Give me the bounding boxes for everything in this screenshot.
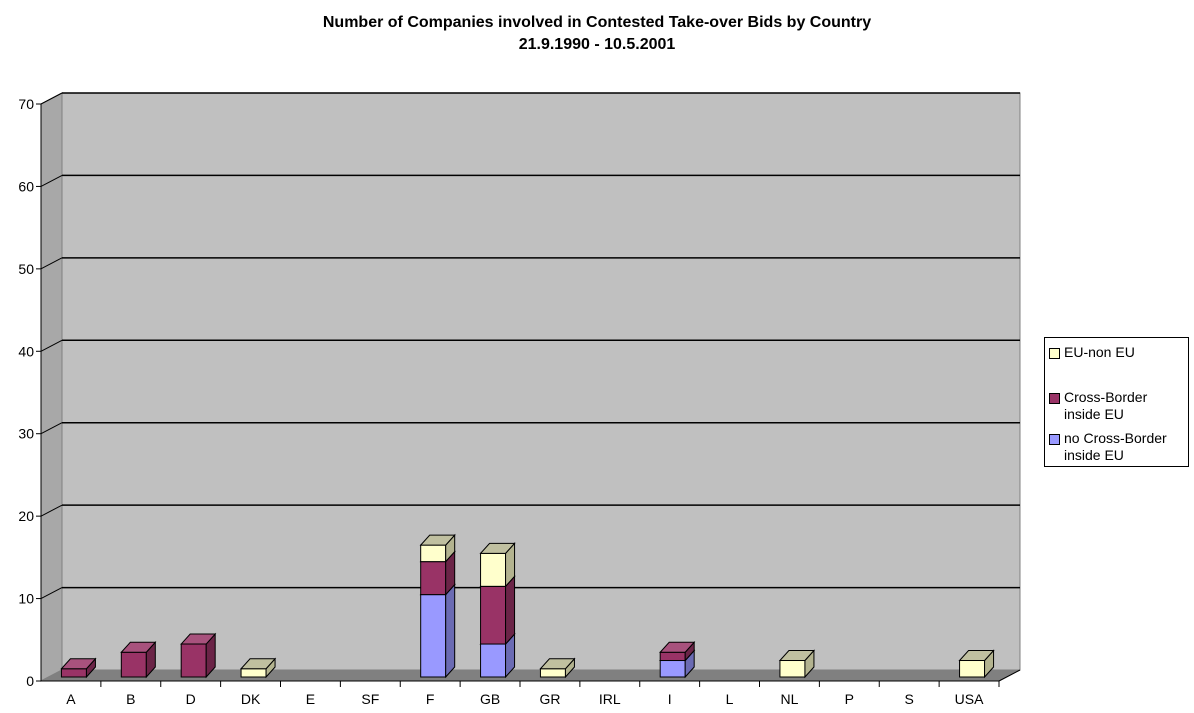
bar-segment: [479, 542, 516, 588]
bar-front: [420, 544, 447, 563]
y-tick-label: 20: [18, 508, 34, 524]
bars: [60, 533, 995, 679]
x-tick-label: NL: [780, 691, 798, 707]
bar-front: [420, 594, 447, 678]
bar-side: [505, 575, 516, 646]
bar-top: [239, 658, 277, 670]
tick-labels: 0 10 20 30 40 50 60 70 A B D DK E SF F GB GR IRL I L NL P S USA: [18, 96, 984, 707]
back-wall: [61, 92, 1021, 671]
bar-front: [779, 660, 806, 678]
y-tick-label: 50: [18, 261, 34, 277]
x-axis-depth: [998, 669, 1021, 682]
legend: EU-non EU Cross-Border inside EU no Cros…: [1044, 337, 1189, 467]
bar-top: [539, 658, 576, 670]
bar-front: [420, 561, 447, 596]
bar-front: [659, 651, 686, 662]
x-tick-label: A: [66, 691, 76, 707]
y-tick-label: 0: [26, 673, 34, 689]
chart-subtitle: 21.9.1990 - 10.5.2001: [518, 36, 676, 53]
x-tick-label: S: [905, 691, 914, 707]
bar-side: [445, 583, 456, 679]
bar-front: [480, 552, 507, 587]
y-tick-label: 40: [18, 343, 34, 359]
y-tick-label: 10: [18, 591, 34, 607]
bar-front: [659, 660, 686, 678]
gridline-side: [40, 92, 63, 105]
x-tick-label: B: [126, 691, 135, 707]
x-tick-label: IRL: [599, 691, 621, 707]
x-tick-label: F: [426, 691, 435, 707]
bar-segment: [180, 632, 217, 679]
bar-top: [479, 542, 516, 554]
bar-front: [959, 660, 986, 678]
bar-front: [60, 668, 87, 678]
bar-top: [60, 658, 97, 670]
gridline-side: [40, 174, 63, 187]
bar-segment: [778, 649, 816, 679]
y-tick-label: 30: [18, 426, 34, 442]
gridline-side: [40, 587, 63, 600]
x-tick-label: SF: [361, 691, 379, 707]
legend-label-cross-border: Cross-Border inside EU: [1064, 389, 1148, 422]
bar-top: [120, 641, 157, 653]
bar-front: [180, 643, 207, 678]
x-tick-label: GR: [539, 691, 560, 707]
gridline-side: [40, 422, 63, 435]
legend-swatch-cross-border: [1049, 393, 1060, 404]
bar-front: [480, 643, 507, 678]
bar-segment: [120, 640, 157, 679]
bar-top: [180, 633, 217, 645]
legend-swatch-no-cross-border: [1049, 434, 1060, 445]
bar-front: [120, 651, 147, 678]
chart-title: Number of Companies involved in Conteste…: [322, 14, 872, 31]
gridline-side: [40, 257, 63, 270]
x-tick-label: L: [726, 691, 734, 707]
bar-segment: [419, 583, 456, 679]
legend-item-eu-non-eu: EU-non EU: [1049, 344, 1184, 361]
legend-label-no-cross-border: no Cross-Border inside EU: [1064, 430, 1167, 463]
bar-segment: [239, 657, 277, 679]
legend-label-eu-non-eu: EU-non EU: [1064, 344, 1135, 360]
gridline-side: [40, 504, 63, 517]
chart-title-block: Number of Companies involved in Conteste…: [0, 12, 1194, 56]
legend-item-cross-border: Cross-Border inside EU: [1049, 389, 1184, 423]
y-tick-label: 70: [18, 96, 34, 112]
gridline-side: [40, 339, 63, 352]
x-tick-label: D: [186, 691, 196, 707]
y-tick-label: 60: [18, 178, 34, 194]
axes: [36, 103, 1021, 687]
x-tick-label: USA: [955, 691, 984, 707]
chart-walls: [40, 92, 1021, 682]
bar-top: [778, 650, 816, 662]
bar-segment: [60, 657, 97, 679]
bar-segment: [659, 640, 696, 662]
bar-top: [659, 641, 696, 653]
bar-front: [480, 585, 507, 645]
legend-item-no-cross-border: no Cross-Border inside EU: [1049, 430, 1184, 464]
legend-swatch-eu-non-eu: [1049, 348, 1060, 359]
bar-segment: [539, 657, 576, 679]
gridlines: [40, 92, 1020, 600]
bar-segment: [958, 649, 995, 679]
x-tick-label: P: [845, 691, 854, 707]
x-tick-label: DK: [241, 691, 261, 707]
x-tick-label: E: [306, 691, 315, 707]
bar-front: [240, 668, 267, 678]
bar-top: [419, 534, 456, 546]
x-tick-label: GB: [480, 691, 500, 707]
bar-segment: [419, 533, 456, 563]
bar-top: [958, 650, 995, 662]
x-tick-label: I: [668, 691, 672, 707]
bar-front: [539, 668, 566, 678]
